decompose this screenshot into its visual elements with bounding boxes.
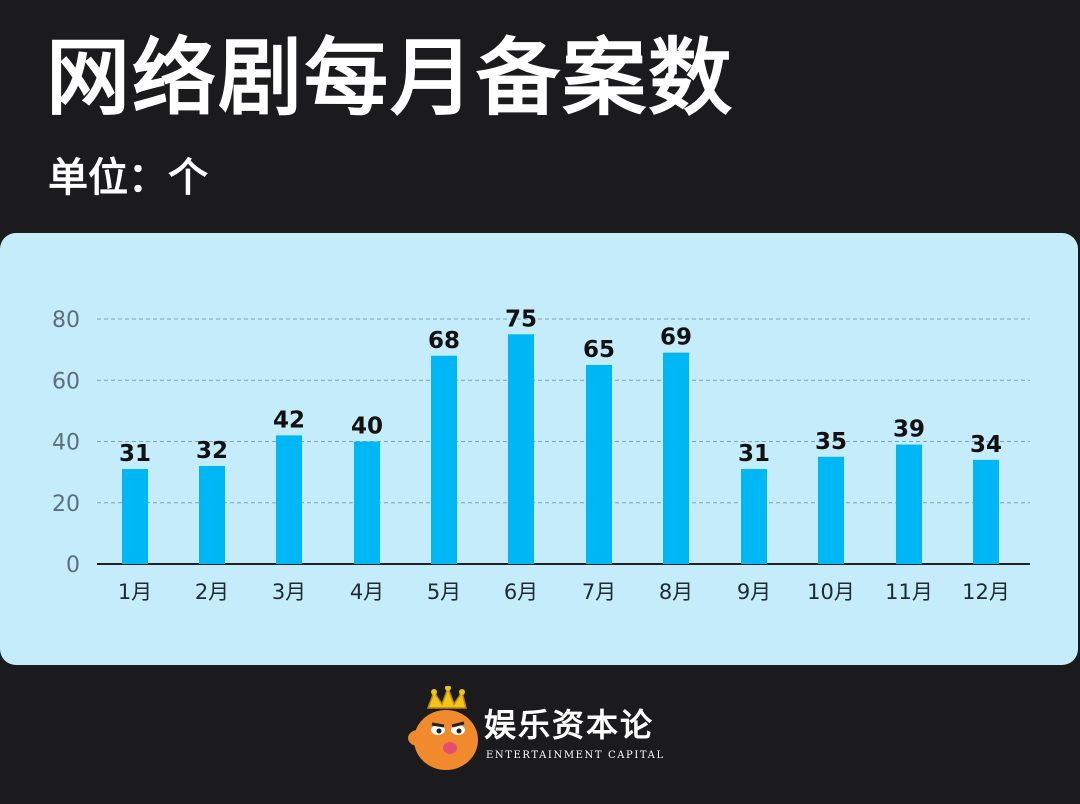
bar — [199, 466, 225, 564]
data-label: 40 — [351, 414, 383, 440]
x-tick-label: 1月 — [118, 580, 152, 604]
data-label: 68 — [428, 328, 460, 354]
bar-chart: 0 20 40 60 80 31 1月 32 2月 42 3月 40 4月 68 5月 75 6月 65 7月 69 8… — [52, 306, 1030, 604]
data-label: 32 — [196, 438, 228, 464]
data-label: 34 — [970, 432, 1002, 458]
page-title: 网络剧每月备案数 — [46, 29, 735, 127]
bar — [122, 469, 148, 564]
x-tick-label: 2月 — [195, 580, 229, 604]
bar — [818, 456, 844, 564]
bar — [896, 444, 922, 564]
y-tick-label: 80 — [52, 308, 80, 333]
y-tick-label: 40 — [52, 431, 80, 456]
bar — [508, 334, 534, 564]
y-tick-label: 0 — [66, 553, 80, 578]
x-tick-label: 6月 — [504, 580, 538, 604]
bar — [431, 355, 457, 564]
data-label: 65 — [583, 337, 615, 363]
bar — [741, 469, 767, 564]
bar — [973, 459, 999, 564]
crowned-mascot-icon — [408, 686, 478, 770]
x-tick-label: 10月 — [807, 580, 855, 604]
bar — [354, 441, 380, 564]
brand-name: 娱乐资本论 — [484, 706, 655, 744]
x-tick-label: 5月 — [427, 580, 461, 604]
data-label: 31 — [119, 441, 151, 467]
x-tick-label: 8月 — [659, 580, 693, 604]
brand-subtitle: ENTERTAINMENT CAPITAL — [486, 750, 665, 761]
bar — [663, 352, 689, 564]
x-tick-label: 12月 — [962, 580, 1010, 604]
unit-label: 单位：个 — [48, 155, 208, 201]
y-tick-label: 60 — [52, 369, 80, 394]
x-tick-label: 7月 — [582, 580, 616, 604]
data-label: 31 — [738, 441, 770, 467]
data-label: 35 — [815, 429, 847, 455]
data-label: 42 — [273, 407, 305, 433]
x-tick-label: 9月 — [737, 580, 771, 604]
chart-panel: 0 20 40 60 80 31 1月 32 2月 42 3月 40 4月 68 5月 75 6月 65 7月 69 8… — [0, 233, 1078, 665]
x-tick-label: 3月 — [272, 580, 306, 604]
bar — [586, 364, 612, 564]
data-label: 69 — [660, 325, 692, 351]
brand-footer: 娱乐资本论 ENTERTAINMENT CAPITAL — [404, 686, 684, 776]
y-tick-label: 20 — [52, 492, 80, 517]
bar — [276, 435, 302, 564]
data-label: 39 — [893, 417, 925, 443]
x-tick-label: 11月 — [885, 580, 933, 604]
x-tick-label: 4月 — [350, 580, 384, 604]
data-label: 75 — [505, 306, 537, 332]
